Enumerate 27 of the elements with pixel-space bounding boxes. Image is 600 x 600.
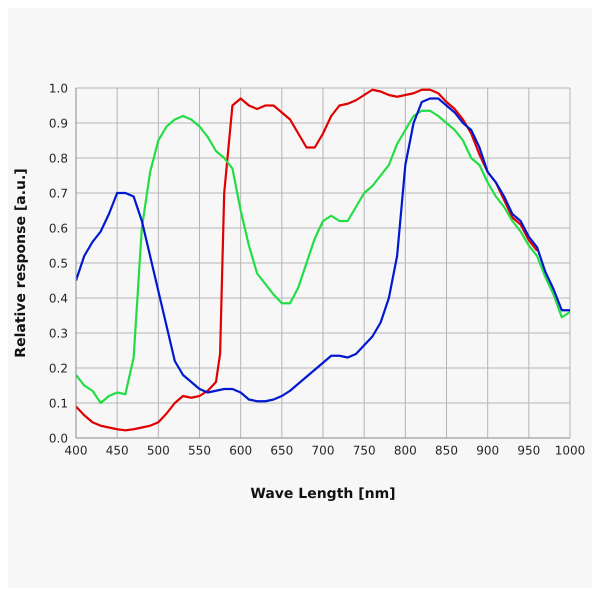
x-tick-label: 500 xyxy=(146,444,170,458)
x-tick-label: 1000 xyxy=(554,444,586,458)
y-tick-label: 0.1 xyxy=(48,396,68,410)
x-tick-label: 650 xyxy=(270,444,294,458)
x-tick-label: 550 xyxy=(188,444,211,458)
y-tick-label: 0.0 xyxy=(48,431,68,446)
x-tick-label: 700 xyxy=(312,444,334,458)
y-tick-label: 0.7 xyxy=(48,186,68,200)
y-tick-label: 0.6 xyxy=(48,221,68,236)
x-tick-label: 900 xyxy=(476,444,500,458)
x-tick-label: 600 xyxy=(229,444,252,458)
x-tick-label: 750 xyxy=(352,444,376,458)
y-tick-label: 0.9 xyxy=(48,116,68,130)
line-series xyxy=(76,88,538,432)
y-tick-label: 0.3 xyxy=(48,326,68,340)
y-tick-label: 1.0 xyxy=(48,81,68,96)
x-tick-label: 450 xyxy=(106,444,129,458)
y-axis-title: Relative response [a.u.] xyxy=(12,168,29,358)
y-tick-label: 0.5 xyxy=(48,256,68,270)
y-tick-label: 0.8 xyxy=(48,151,68,166)
y-tick-label: 0.2 xyxy=(48,361,68,376)
x-axis-title: Wave Length [nm] xyxy=(250,486,396,502)
x-tick-label: 400 xyxy=(64,444,88,458)
x-tick-label: 850 xyxy=(435,444,458,458)
x-tick-label: 950 xyxy=(517,444,540,458)
y-tick-label: 0.4 xyxy=(48,291,68,306)
x-tick-label: 800 xyxy=(394,444,417,458)
